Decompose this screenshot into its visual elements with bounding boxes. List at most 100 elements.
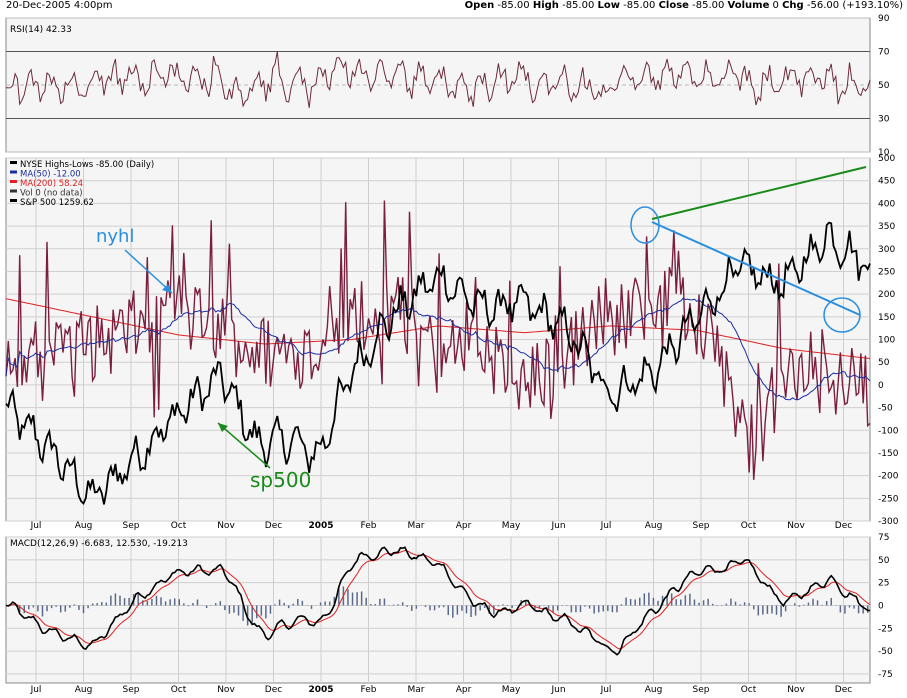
quote-label-chg: Chg <box>782 0 804 11</box>
nyhl-arrow <box>124 249 173 294</box>
legend-ma200: MA(200) 58.24 <box>20 179 83 189</box>
macd-tick-label: 25 <box>878 579 889 589</box>
month-label-bottom: Feb <box>361 685 377 695</box>
rsi-tick-label: 30 <box>878 115 890 125</box>
macd-tick-label: 75 <box>878 533 889 543</box>
trendline-blue <box>651 221 861 316</box>
rsi-tick-label: 90 <box>878 14 890 24</box>
month-label-bottom: Mar <box>408 685 425 695</box>
month-label-top: Jun <box>550 521 565 531</box>
quote-label-high: High <box>532 0 559 11</box>
nyhl-tick-label: 500 <box>878 154 895 164</box>
legend-nyhl: NYSE Highs-Lows -85.00 (Daily) <box>20 160 154 170</box>
quote-value-chg: -56.00 (+193.10%) <box>803 0 903 11</box>
rsi-title: RSI(14) 42.33 <box>10 25 72 35</box>
circle-dec <box>823 297 861 333</box>
macd-tick-label: -50 <box>878 647 893 657</box>
macd-line <box>5 546 871 656</box>
month-label-bottom: Aug <box>75 685 93 695</box>
nyhl-tick-label: 400 <box>878 199 895 209</box>
month-label-top: Feb <box>361 521 377 531</box>
nyhl-tick-label: 250 <box>878 267 895 277</box>
sp500-line <box>5 221 871 506</box>
nyhl-tick-label: 300 <box>878 245 895 255</box>
ma50-line <box>5 297 871 401</box>
month-label-top: 2005 <box>308 521 333 531</box>
month-label-bottom: Sep <box>693 685 710 695</box>
quote-value-volume: 0 <box>769 0 783 11</box>
month-label-bottom: 2005 <box>308 685 333 695</box>
nyhl-line <box>5 200 871 480</box>
nyhl-tick-label: 0 <box>878 381 884 391</box>
month-label-top: Jul <box>30 521 42 531</box>
nyhl-tick-label: 50 <box>878 358 890 368</box>
month-label-top: Aug <box>645 521 663 531</box>
month-label-top: Aug <box>75 521 93 531</box>
sp500-annotation: sp500 <box>250 468 311 492</box>
quote-value-low: -85.00 <box>619 0 659 11</box>
legend-swatch-nyhl <box>10 161 17 164</box>
legend-vol: Vol 0 (no data) <box>20 189 83 199</box>
sp500-arrowhead <box>218 423 228 432</box>
nyhl-arrowhead <box>162 284 172 293</box>
legend-price: S&P 500 1259.62 <box>20 198 94 208</box>
month-label-bottom: Jul <box>30 685 42 695</box>
month-label-top: Oct <box>171 521 187 531</box>
month-label-bottom: Jul <box>600 685 612 695</box>
nyhl-tick-label: 450 <box>878 177 895 187</box>
sp500-arrow <box>217 422 271 469</box>
macd-signal-line <box>5 549 871 650</box>
legend-ma50: MA(50) -12.00 <box>20 170 81 180</box>
macd-tick-label: -75 <box>878 670 893 680</box>
circle-aug <box>630 206 660 244</box>
quote-label-close: Close <box>658 0 689 11</box>
macd-tick-label: -25 <box>878 624 893 634</box>
nyhl-tick-label: 200 <box>878 290 895 300</box>
nyhl-tick-label: -100 <box>878 426 899 436</box>
rsi-tick-label: 10 <box>878 148 890 158</box>
nyhl-tick-label: -150 <box>878 449 899 459</box>
quote-label-open: Open <box>464 0 495 11</box>
macd-tick-label: 0 <box>878 601 884 611</box>
month-label-top: Mar <box>408 521 425 531</box>
month-label-bottom: Sep <box>123 685 140 695</box>
nyhl-tick-label: 100 <box>878 336 895 346</box>
month-label-top: Apr <box>456 521 472 531</box>
month-label-top: Dec <box>265 521 282 531</box>
legend-swatch-ma200 <box>10 180 17 183</box>
nyhl-tick-label: -200 <box>878 472 899 482</box>
legend-swatch-vol <box>10 189 17 193</box>
macd-panel <box>5 536 871 684</box>
quote-value-close: -85.00 <box>688 0 728 11</box>
month-label-bottom: Oct <box>171 685 187 695</box>
month-label-top: Jul <box>600 521 612 531</box>
rsi-tick-label: 50 <box>878 81 890 91</box>
nyhl-tick-label: 150 <box>878 313 895 323</box>
month-label-bottom: Apr <box>456 685 472 695</box>
nyhl-tick-label: -300 <box>878 517 899 527</box>
month-label-top: Sep <box>693 521 710 531</box>
macd-title: MACD(12,26,9) -6.683, 12.530, -19.213 <box>10 539 188 549</box>
legend-swatch-price <box>10 199 17 202</box>
month-label-top: Dec <box>835 521 852 531</box>
macd-tick-label: 50 <box>878 556 890 566</box>
header-quote: Open -85.00 High -85.00 Low -85.00 Close… <box>465 0 903 11</box>
quote-value-open: -85.00 <box>494 0 533 11</box>
legend-swatch-ma50 <box>10 170 17 174</box>
nyhl-tick-label: 350 <box>878 222 895 232</box>
quote-value-high: -85.00 <box>558 0 598 11</box>
nyhl-annotation: nyhl <box>96 226 134 247</box>
month-label-bottom: May <box>502 685 521 695</box>
rsi-tick-label: 70 <box>878 48 890 58</box>
month-label-bottom: Aug <box>645 685 663 695</box>
trendline-green <box>651 166 867 220</box>
month-label-bottom: Dec <box>265 685 282 695</box>
quote-label-low: Low <box>597 0 620 11</box>
month-label-bottom: Jun <box>550 685 565 695</box>
month-label-top: May <box>502 521 521 531</box>
nyhl-tick-label: -50 <box>878 404 893 414</box>
month-label-bottom: Nov <box>217 685 235 695</box>
month-label-bottom: Dec <box>835 685 852 695</box>
month-label-top: Nov <box>217 521 235 531</box>
